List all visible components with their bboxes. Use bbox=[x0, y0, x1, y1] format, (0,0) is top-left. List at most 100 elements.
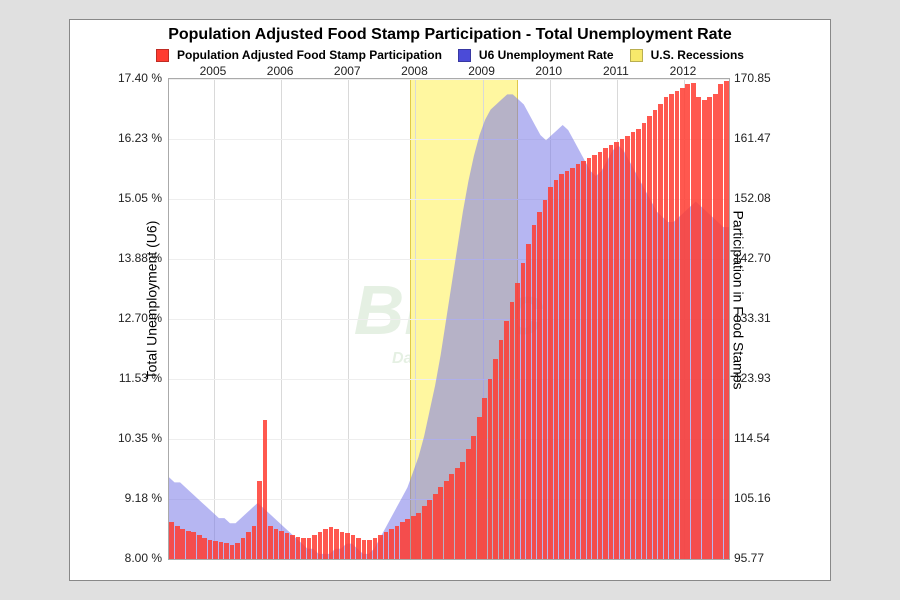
food-stamp-bar bbox=[422, 506, 427, 559]
food-stamp-bar bbox=[647, 116, 652, 559]
y-axis-left-label: Total Unemployment (U6) bbox=[143, 221, 159, 380]
food-stamp-bar bbox=[230, 545, 235, 559]
chart-title: Population Adjusted Food Stamp Participa… bbox=[70, 26, 830, 44]
food-stamp-bar bbox=[642, 123, 647, 559]
food-stamp-bar bbox=[685, 84, 690, 559]
plot-area: BlyticData · Analysis bbox=[168, 78, 730, 560]
food-stamp-bar bbox=[438, 487, 443, 559]
y-axis-left-tick: 15.05 % bbox=[108, 191, 162, 205]
y-axis-right-tick: 142.70 bbox=[734, 251, 771, 265]
food-stamp-bar bbox=[180, 529, 185, 559]
food-stamp-bar bbox=[565, 171, 570, 559]
food-stamp-bar bbox=[696, 97, 701, 559]
legend-item: U6 Unemployment Rate bbox=[454, 48, 618, 62]
food-stamp-bar bbox=[219, 542, 224, 559]
food-stamp-bar bbox=[345, 533, 350, 559]
food-stamp-bar bbox=[537, 212, 542, 559]
y-axis-left-tick: 12.70 % bbox=[108, 311, 162, 325]
food-stamp-bar bbox=[526, 244, 531, 559]
food-stamp-bar bbox=[334, 529, 339, 559]
food-stamp-bar bbox=[493, 359, 498, 559]
food-stamp-bar bbox=[169, 522, 174, 559]
food-stamp-bar bbox=[631, 132, 636, 559]
food-stamp-bar bbox=[268, 526, 273, 559]
food-stamp-bar bbox=[724, 81, 729, 559]
legend-label: U.S. Recessions bbox=[651, 48, 744, 62]
x-axis-tick: 2006 bbox=[267, 64, 294, 78]
food-stamp-bar bbox=[510, 302, 515, 559]
x-axis-tick: 2008 bbox=[401, 64, 428, 78]
y-axis-right-tick: 105.16 bbox=[734, 491, 771, 505]
food-stamp-bar bbox=[224, 543, 229, 559]
food-stamp-bar bbox=[620, 139, 625, 559]
food-stamp-bar bbox=[367, 540, 372, 559]
food-stamp-bar bbox=[318, 532, 323, 559]
legend-label: U6 Unemployment Rate bbox=[479, 48, 614, 62]
food-stamp-bar bbox=[362, 540, 367, 559]
y-axis-left-tick: 8.00 % bbox=[108, 551, 162, 565]
x-axis-tick: 2009 bbox=[468, 64, 495, 78]
food-stamp-bar bbox=[455, 468, 460, 559]
food-stamp-bar bbox=[405, 519, 410, 559]
food-stamp-bar bbox=[581, 161, 586, 559]
food-stamp-bar bbox=[433, 494, 438, 559]
food-stamp-bar bbox=[614, 142, 619, 559]
food-stamp-bar bbox=[587, 158, 592, 559]
food-stamp-bar bbox=[296, 537, 301, 559]
food-stamp-bar bbox=[691, 83, 696, 559]
y-axis-right-tick: 114.54 bbox=[734, 431, 770, 445]
food-stamp-bar bbox=[702, 100, 707, 559]
food-stamp-bar bbox=[411, 516, 416, 559]
y-axis-right-tick: 133.31 bbox=[734, 311, 771, 325]
food-stamp-bar bbox=[285, 533, 290, 559]
food-stamp-bar bbox=[658, 104, 663, 559]
food-stamp-bar bbox=[554, 180, 559, 559]
x-axis-tick: 2012 bbox=[670, 64, 697, 78]
food-stamp-bar bbox=[197, 535, 202, 559]
food-stamp-bar bbox=[323, 529, 328, 559]
food-stamp-bar bbox=[449, 474, 454, 559]
y-axis-left-tick: 10.35 % bbox=[108, 431, 162, 445]
food-stamp-bar bbox=[241, 538, 246, 559]
food-stamp-bar bbox=[384, 532, 389, 559]
food-stamp-bar bbox=[482, 398, 487, 559]
x-axis-tick: 2011 bbox=[603, 64, 629, 78]
food-stamp-bar bbox=[340, 532, 345, 559]
food-stamp-bar bbox=[274, 529, 279, 559]
food-stamp-bar bbox=[257, 481, 262, 559]
food-stamp-bar bbox=[460, 462, 465, 559]
y-axis-right-tick: 95.77 bbox=[734, 551, 764, 565]
legend-item: U.S. Recessions bbox=[626, 48, 748, 62]
y-axis-left-tick: 11.53 % bbox=[108, 371, 162, 385]
food-stamp-bar bbox=[669, 94, 674, 559]
food-stamp-bar bbox=[279, 531, 284, 559]
food-stamp-bar bbox=[416, 513, 421, 559]
x-axis-tick: 2010 bbox=[535, 64, 562, 78]
food-stamp-bar bbox=[208, 540, 213, 559]
food-stamp-bar bbox=[213, 541, 218, 559]
food-stamp-bar bbox=[477, 417, 482, 559]
y-axis-left-tick: 16.23 % bbox=[108, 131, 162, 145]
chart-frame: Population Adjusted Food Stamp Participa… bbox=[69, 19, 831, 581]
food-stamp-bar bbox=[636, 129, 641, 559]
food-stamp-bar bbox=[471, 436, 476, 559]
chart-legend: Population Adjusted Food Stamp Participa… bbox=[70, 48, 830, 62]
food-stamp-bar bbox=[466, 449, 471, 559]
food-stamp-bar bbox=[570, 168, 575, 559]
food-stamp-bar bbox=[395, 526, 400, 559]
food-stamp-bar bbox=[680, 88, 685, 559]
x-axis-tick: 2007 bbox=[334, 64, 361, 78]
food-stamp-bar bbox=[707, 97, 712, 559]
legend-label: Population Adjusted Food Stamp Participa… bbox=[177, 48, 442, 62]
food-stamp-bar bbox=[664, 97, 669, 559]
food-stamp-bar bbox=[576, 164, 581, 559]
food-stamp-bar bbox=[400, 522, 405, 559]
food-stamp-bar bbox=[202, 538, 207, 559]
food-stamp-bar bbox=[653, 110, 658, 559]
food-stamp-bar bbox=[548, 187, 553, 559]
food-stamp-bar bbox=[263, 420, 268, 559]
food-stamp-bar bbox=[307, 538, 312, 559]
y-axis-right-tick: 123.93 bbox=[734, 371, 771, 385]
food-stamp-bar bbox=[373, 538, 378, 559]
food-stamp-bar bbox=[603, 148, 608, 559]
